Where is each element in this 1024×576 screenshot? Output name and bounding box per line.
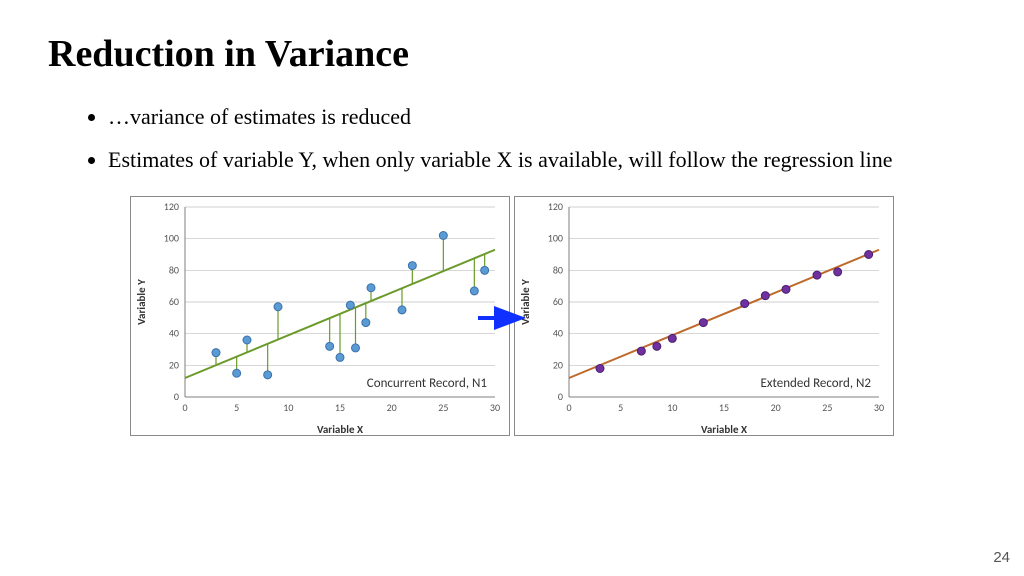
bullet-item: …variance of estimates is reduced — [108, 100, 976, 133]
svg-text:60: 60 — [553, 295, 563, 308]
svg-text:80: 80 — [169, 263, 179, 276]
svg-text:100: 100 — [164, 232, 179, 245]
svg-text:Concurrent Record, N1: Concurrent Record, N1 — [367, 376, 487, 391]
bullet-item: Estimates of variable Y, when only varia… — [108, 143, 976, 176]
svg-text:25: 25 — [822, 401, 832, 414]
svg-text:Variable X: Variable X — [701, 423, 748, 436]
svg-text:120: 120 — [548, 200, 563, 213]
svg-text:60: 60 — [169, 295, 179, 308]
svg-text:Variable Y: Variable Y — [135, 279, 148, 325]
svg-text:0: 0 — [566, 401, 571, 414]
chart-right: 020406080100120051015202530Variable XVar… — [514, 196, 894, 436]
svg-text:30: 30 — [490, 401, 500, 414]
svg-text:10: 10 — [283, 401, 293, 414]
svg-text:0: 0 — [182, 401, 187, 414]
svg-text:120: 120 — [164, 200, 179, 213]
svg-text:20: 20 — [169, 358, 179, 371]
svg-text:15: 15 — [719, 401, 729, 414]
svg-text:5: 5 — [618, 401, 623, 414]
svg-text:40: 40 — [553, 327, 563, 340]
arrow-icon — [474, 306, 530, 330]
svg-text:Extended Record, N2: Extended Record, N2 — [761, 376, 872, 391]
chart-left: 0 20 40 60 80 100 120 0 5 10 15 20 25 30 Variable X Var… — [130, 196, 510, 436]
svg-text:15: 15 — [335, 401, 345, 414]
charts-container: 020406080100120051015202530Variable XVar… — [48, 196, 976, 436]
svg-text:80: 80 — [553, 263, 563, 276]
svg-text:100: 100 — [548, 232, 563, 245]
slide: Reduction in Variance …variance of estim… — [0, 0, 1024, 576]
svg-text:10: 10 — [667, 401, 677, 414]
svg-text:0: 0 — [558, 390, 563, 403]
svg-text:20: 20 — [553, 358, 563, 371]
page-title: Reduction in Variance — [48, 32, 976, 76]
svg-text:20: 20 — [387, 401, 397, 414]
page-number: 24 — [993, 549, 1010, 566]
svg-text:20: 20 — [771, 401, 781, 414]
svg-text:0: 0 — [174, 390, 179, 403]
svg-text:Variable X: Variable X — [317, 423, 364, 436]
svg-text:25: 25 — [438, 401, 448, 414]
svg-text:40: 40 — [169, 327, 179, 340]
bullet-list: …variance of estimates is reduced Estima… — [48, 100, 976, 176]
svg-text:30: 30 — [874, 401, 884, 414]
svg-text:5: 5 — [234, 401, 239, 414]
